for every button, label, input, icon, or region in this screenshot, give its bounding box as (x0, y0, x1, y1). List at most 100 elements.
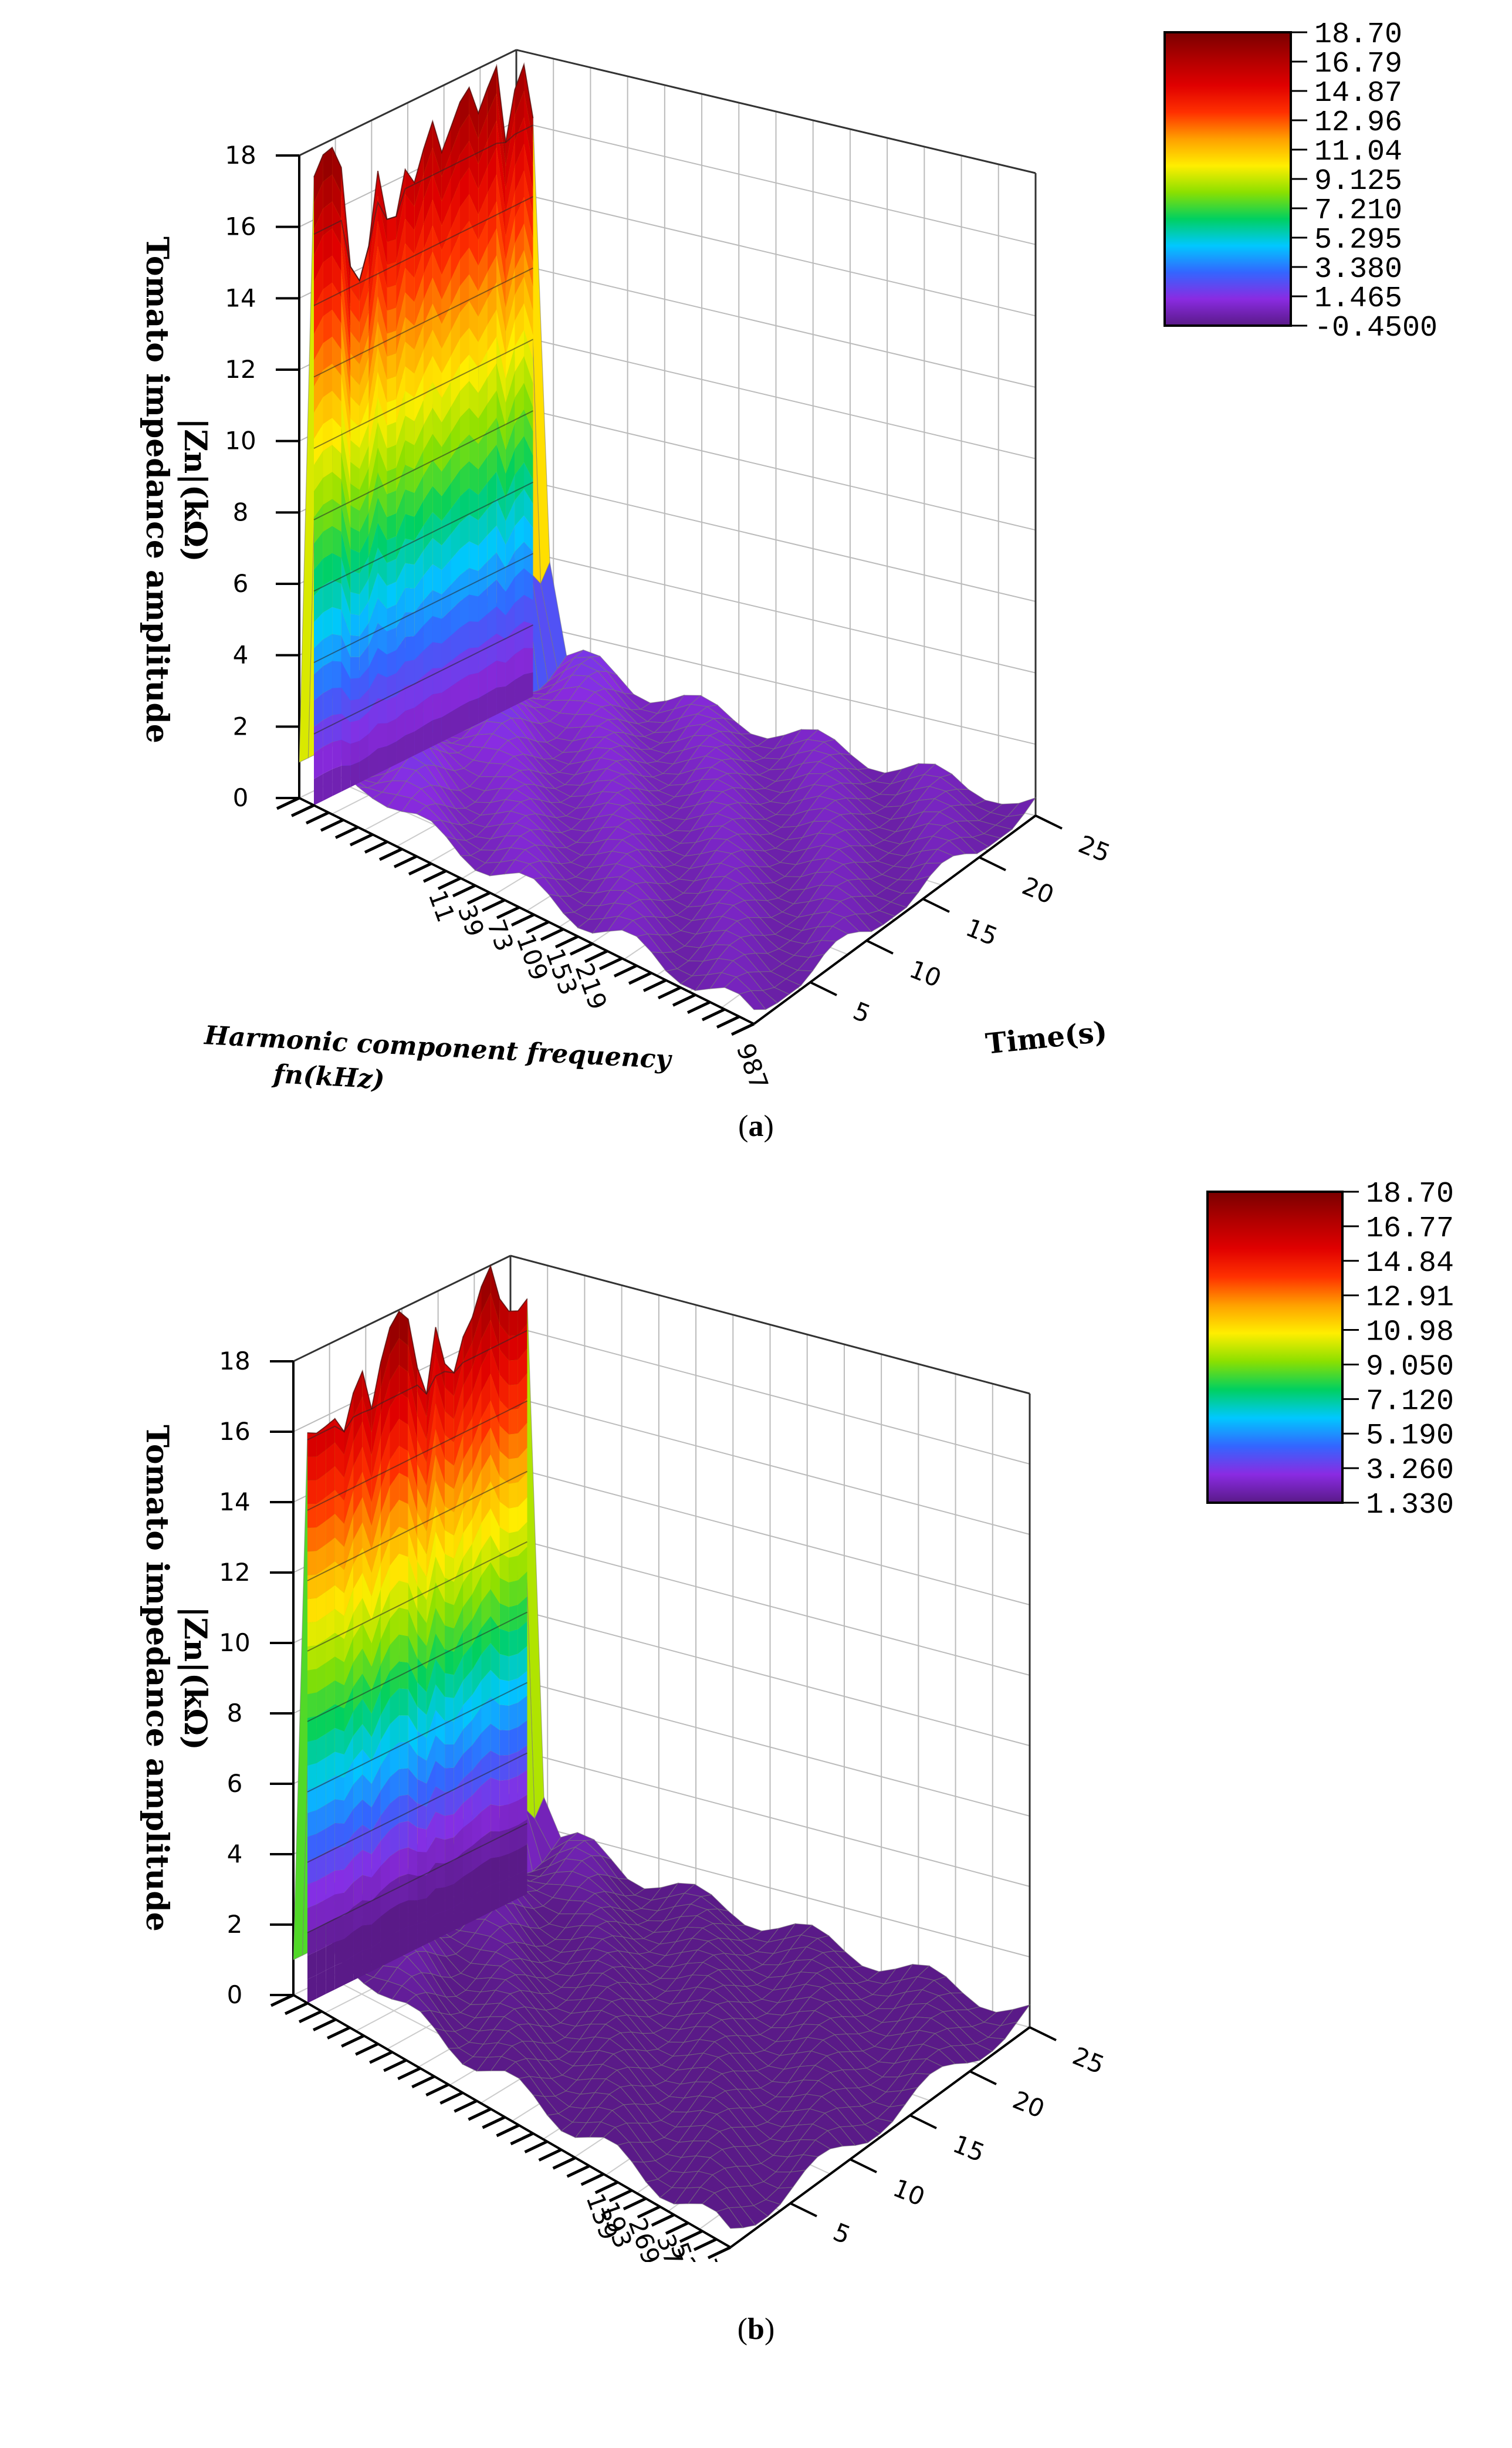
wall-strip (505, 141, 515, 214)
wall-strip (350, 699, 360, 722)
wall-strip (496, 633, 506, 663)
wall-strip (515, 409, 524, 449)
wall-strip (517, 1770, 527, 1801)
wall-strip (491, 1723, 500, 1756)
wall-strip (505, 474, 515, 521)
wall-strip (390, 1311, 400, 1354)
wall-strip (487, 255, 497, 299)
wall-strip (487, 390, 497, 430)
freq-tick-mark (313, 2018, 337, 2031)
wall-strip (432, 537, 442, 570)
wall-strip (371, 1513, 381, 1573)
contour-line (307, 1541, 527, 1652)
freq-tick-mark (364, 840, 388, 854)
wall-strip (481, 1266, 491, 1313)
freq-tick-mark (466, 891, 491, 905)
z-tick-label: 4 (227, 1840, 243, 1868)
wall-strip (323, 499, 333, 532)
wall-strip (314, 262, 323, 308)
wall-strip (481, 1427, 491, 1470)
wall-strip (378, 648, 387, 678)
wall-strip (387, 604, 397, 632)
wall-strip (326, 1514, 335, 1545)
wall-strip (515, 648, 524, 680)
wall-strip (323, 634, 333, 667)
wall-strip (405, 292, 415, 326)
wall-strip (469, 114, 479, 164)
wall-strip (323, 228, 333, 263)
wall-strip (332, 336, 341, 376)
wall-strip (454, 1754, 464, 1791)
time-axis-title: Time(s) (984, 1015, 1108, 1060)
wall-strip (368, 397, 378, 468)
wall-strip (487, 525, 497, 562)
time-tick-label: 15 (949, 2129, 989, 2168)
freq-tick-mark (657, 986, 682, 1000)
freq-tick-mark (566, 2165, 590, 2178)
wall-strip (399, 1847, 408, 1877)
caption-b: (b) (0, 2312, 1512, 2346)
wall-strip (341, 661, 351, 701)
wall-strip (445, 1720, 454, 1744)
wall-strip (307, 1834, 317, 1861)
wall-strip (353, 1623, 363, 1662)
wall-strip (332, 765, 341, 796)
wall-strip (469, 327, 479, 368)
wall-strip (524, 542, 533, 576)
wall-strip (378, 698, 387, 723)
wall-strip (441, 559, 451, 594)
wall-strip (378, 196, 387, 265)
wall-strip (316, 1521, 326, 1551)
wall-strip (435, 1557, 445, 1602)
wall-strip (423, 147, 433, 200)
wall-strip (414, 725, 424, 756)
wall-strip (445, 1578, 454, 1605)
wall-strip (463, 1845, 472, 1877)
wall-strip (344, 1931, 354, 1962)
caption-letter: b (747, 2312, 765, 2346)
wall-strip (460, 114, 469, 155)
wall-strip (362, 1947, 372, 1976)
time-tick-mark (979, 856, 1006, 871)
wall-strip (380, 1486, 390, 1539)
wall-strip (368, 723, 378, 756)
wall-strip (509, 1800, 518, 1829)
wall-strip (396, 612, 405, 651)
wall-strip (323, 688, 333, 721)
wall-strip (387, 673, 397, 701)
wall-strip (380, 1406, 390, 1463)
wall-strip (509, 1629, 518, 1656)
wall-strip (451, 154, 460, 204)
wall-strip (362, 1497, 372, 1550)
wall-strip (515, 515, 524, 552)
wall-strip (469, 461, 479, 495)
wall-strip (517, 1422, 527, 1458)
freq-tick-mark (383, 2058, 407, 2072)
wall-strip (435, 1378, 445, 1435)
wall-strip (515, 542, 524, 577)
wall-strip (316, 1852, 326, 1881)
wall-strip (350, 353, 360, 386)
wall-strip (362, 1749, 372, 1784)
freq-tick-mark (594, 2180, 618, 2195)
wall-strip (334, 1915, 344, 1942)
wall-strip (517, 1448, 527, 1483)
colorbar-label: 1.330 (1366, 1489, 1454, 1522)
wall-strip (499, 1730, 509, 1756)
wall-strip (472, 1759, 482, 1796)
freq-tick-mark (598, 956, 623, 971)
wall-strip (417, 1416, 427, 1463)
freq-tick-mark (584, 949, 608, 963)
caption-open: ( (738, 1110, 749, 1143)
wall-strip (426, 1633, 436, 1692)
wall-strip (463, 1519, 472, 1558)
wall-strip (307, 1904, 317, 1932)
wall-strip (378, 522, 387, 563)
wall-strip (478, 587, 488, 622)
wall-strip (481, 1481, 491, 1523)
wall-strip (478, 246, 488, 292)
wall-strip (371, 1362, 381, 1433)
wall-strip (314, 612, 323, 648)
wall-strip (481, 1885, 491, 1917)
wall-strip (509, 1776, 518, 1804)
